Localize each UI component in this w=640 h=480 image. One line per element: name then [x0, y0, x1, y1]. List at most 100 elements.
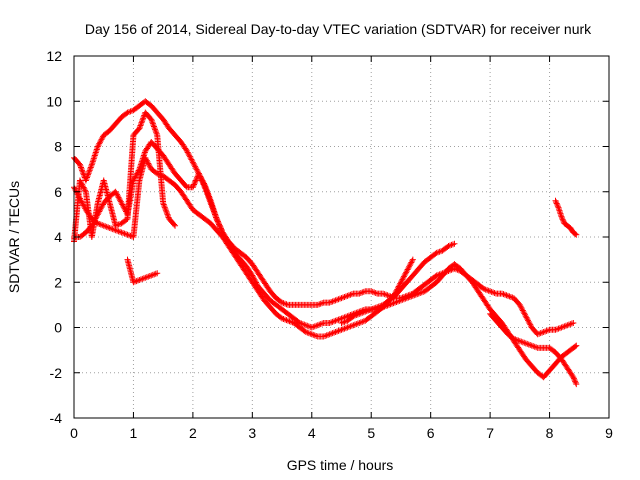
data-point — [150, 123, 157, 130]
data-point — [154, 170, 161, 177]
data-point — [519, 306, 526, 313]
data-point — [154, 270, 161, 277]
data-point — [408, 293, 415, 300]
data-point — [125, 108, 132, 115]
data-point — [350, 313, 357, 320]
data-point — [196, 172, 203, 179]
data-point — [524, 316, 531, 323]
data-point — [213, 215, 220, 222]
data-point — [136, 276, 143, 283]
data-point — [400, 296, 407, 303]
data-point — [409, 258, 416, 265]
data-point — [103, 223, 110, 230]
data-point — [134, 277, 141, 284]
data-point — [133, 278, 140, 285]
data-point — [142, 274, 149, 281]
data-point — [76, 161, 83, 168]
data-point — [328, 319, 335, 326]
y-tick-label: 6 — [54, 184, 62, 200]
data-point — [400, 273, 407, 280]
data-point — [198, 176, 205, 183]
data-point — [354, 320, 361, 327]
data-point — [95, 142, 102, 149]
data-point — [331, 318, 338, 325]
data-point — [396, 282, 403, 289]
data-point — [356, 310, 363, 317]
data-point — [560, 217, 567, 224]
data-point — [137, 276, 144, 283]
data-point — [84, 173, 91, 180]
data-point — [146, 163, 153, 170]
data-point — [328, 330, 335, 337]
data-point — [163, 208, 170, 215]
data-point — [554, 201, 561, 208]
x-tick-label: 6 — [427, 425, 435, 441]
data-point — [191, 162, 198, 169]
data-point — [305, 330, 312, 337]
data-point — [106, 224, 113, 231]
data-point — [113, 190, 120, 197]
data-point — [565, 321, 572, 328]
data-point — [206, 194, 213, 201]
data-point — [501, 291, 508, 298]
data-point — [82, 187, 89, 194]
data-point — [359, 289, 366, 296]
data-point — [97, 139, 104, 146]
data-point — [525, 318, 532, 325]
data-point — [149, 271, 156, 278]
data-point — [310, 331, 317, 338]
data-point — [482, 286, 489, 293]
data-point — [117, 197, 124, 204]
data-point — [331, 297, 338, 304]
data-point — [87, 164, 94, 171]
data-point — [310, 323, 317, 330]
data-point — [507, 293, 514, 300]
data-point — [85, 171, 92, 178]
data-point — [78, 164, 85, 171]
data-point — [119, 201, 126, 208]
data-point — [445, 243, 452, 250]
data-point — [432, 273, 439, 280]
data-point — [326, 299, 333, 306]
data-point — [337, 327, 344, 334]
data-point — [344, 292, 351, 299]
data-point — [345, 323, 352, 330]
data-point — [525, 317, 532, 324]
data-point — [394, 286, 401, 293]
data-point — [216, 222, 223, 229]
data-point — [417, 289, 424, 296]
data-point — [85, 170, 92, 177]
data-point — [311, 323, 318, 330]
data-point — [146, 161, 153, 168]
data-point — [572, 379, 579, 386]
data-point — [381, 291, 388, 298]
data-point — [518, 338, 525, 345]
data-point — [386, 301, 393, 308]
data-point — [202, 184, 209, 191]
data-point — [402, 270, 409, 277]
data-point — [163, 210, 170, 217]
data-point — [78, 198, 85, 205]
data-point — [399, 296, 406, 303]
data-point — [215, 219, 222, 226]
data-point — [411, 292, 418, 299]
data-point — [165, 213, 172, 220]
data-point — [219, 228, 226, 235]
data-point — [542, 328, 549, 335]
data-point — [117, 198, 124, 205]
data-point — [381, 303, 388, 310]
data-point — [112, 188, 119, 195]
data-point — [512, 336, 519, 343]
data-point — [357, 319, 364, 326]
data-point — [360, 318, 367, 325]
data-point — [401, 272, 408, 279]
data-point — [152, 270, 159, 277]
data-point — [386, 292, 393, 299]
data-point — [205, 192, 212, 199]
data-point — [189, 157, 196, 164]
data-point — [380, 304, 387, 311]
data-point — [517, 303, 524, 310]
data-point — [189, 159, 196, 166]
data-point — [206, 193, 213, 200]
data-point — [339, 294, 346, 301]
